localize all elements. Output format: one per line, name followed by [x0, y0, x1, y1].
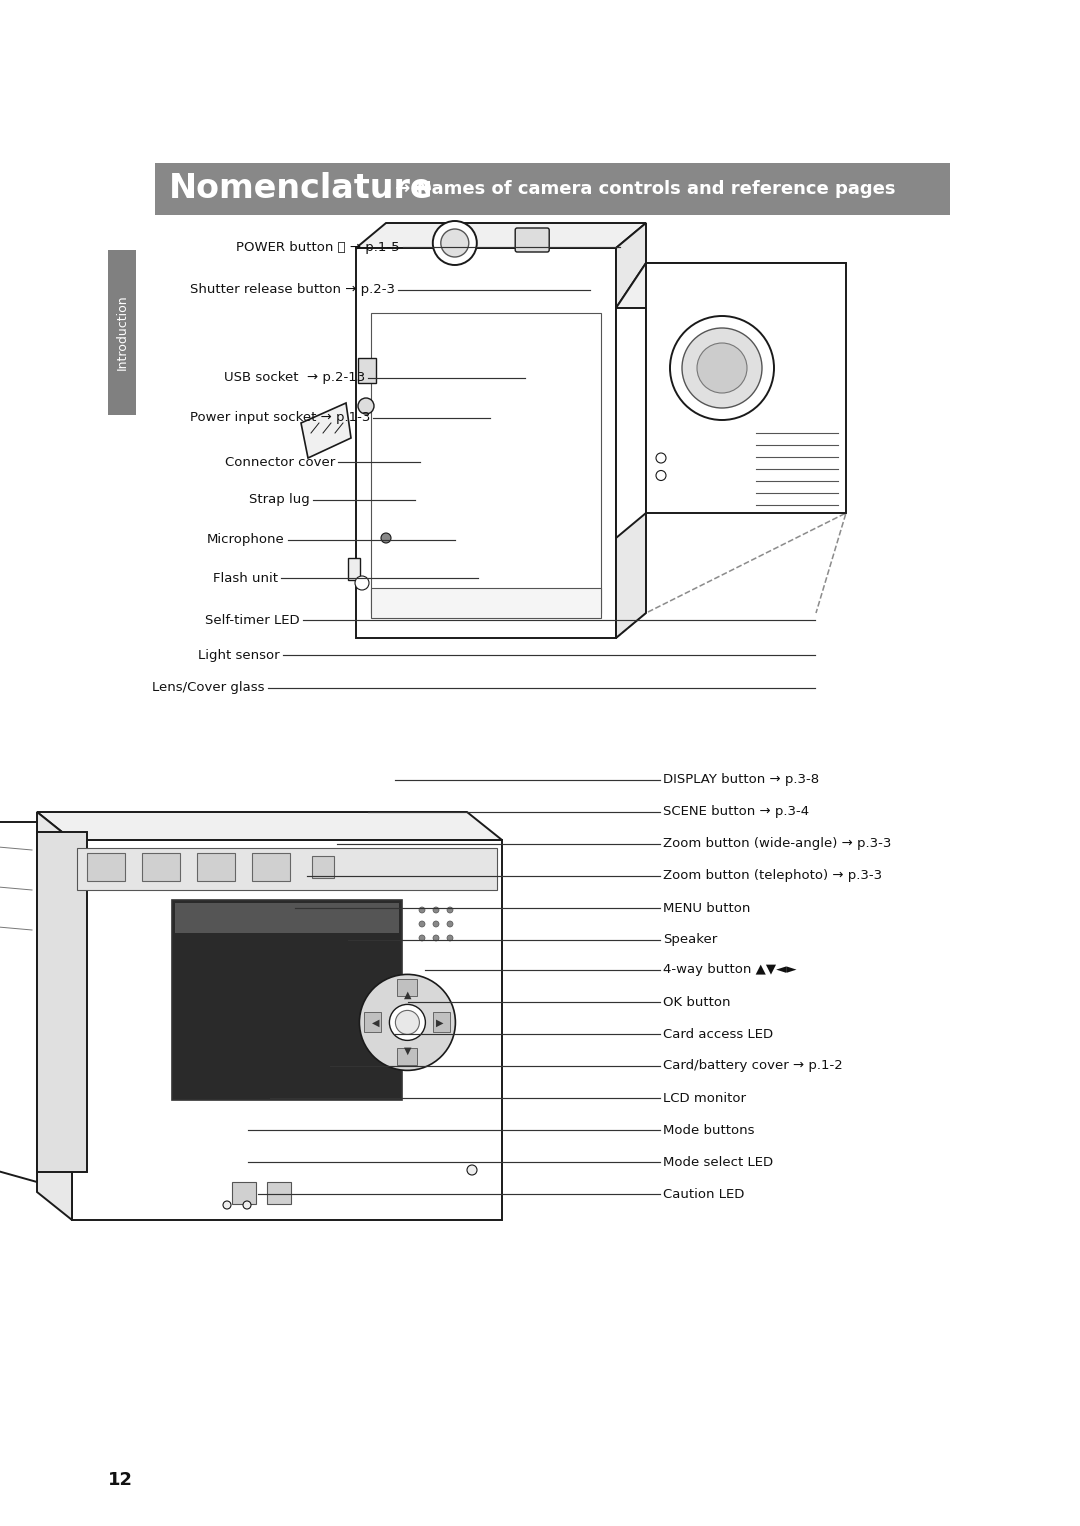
Text: → Names of camera controls and reference pages: → Names of camera controls and reference…: [389, 180, 895, 198]
Text: MENU button: MENU button: [663, 902, 751, 914]
Polygon shape: [433, 1012, 450, 1033]
Text: ▶: ▶: [435, 1018, 443, 1027]
Text: Shutter release button → p.2-3: Shutter release button → p.2-3: [190, 284, 395, 296]
Text: Flash unit: Flash unit: [213, 572, 278, 584]
Circle shape: [447, 906, 453, 913]
Circle shape: [433, 935, 438, 942]
Circle shape: [467, 1164, 477, 1175]
Text: Microphone: Microphone: [207, 534, 285, 546]
Polygon shape: [37, 812, 72, 1219]
Circle shape: [390, 1004, 426, 1041]
Text: Mode select LED: Mode select LED: [663, 1155, 773, 1169]
Polygon shape: [72, 839, 502, 1219]
Polygon shape: [37, 812, 502, 839]
Circle shape: [357, 398, 374, 414]
Text: ◀: ◀: [372, 1018, 379, 1027]
Bar: [175, 903, 399, 932]
Text: Card/battery cover → p.1-2: Card/battery cover → p.1-2: [663, 1059, 842, 1073]
FancyBboxPatch shape: [515, 227, 550, 252]
Bar: [312, 856, 334, 877]
Circle shape: [419, 935, 426, 942]
Circle shape: [243, 1201, 251, 1209]
Text: USB socket  → p.2-13: USB socket → p.2-13: [224, 371, 365, 385]
Bar: [172, 900, 402, 1100]
Polygon shape: [397, 1048, 417, 1065]
Circle shape: [433, 922, 438, 926]
Bar: [232, 1183, 256, 1204]
Circle shape: [681, 328, 762, 407]
Text: Mode buttons: Mode buttons: [663, 1123, 755, 1137]
Bar: [77, 848, 497, 890]
Bar: [197, 853, 235, 881]
Polygon shape: [646, 262, 846, 513]
Text: Caution LED: Caution LED: [663, 1187, 744, 1201]
Text: Connector cover: Connector cover: [225, 455, 335, 468]
Bar: [252, 853, 291, 881]
Text: ▼: ▼: [404, 1045, 411, 1056]
Polygon shape: [397, 980, 417, 996]
Bar: [357, 359, 376, 383]
Polygon shape: [301, 403, 351, 458]
Circle shape: [441, 229, 469, 256]
Circle shape: [697, 343, 747, 394]
Text: Speaker: Speaker: [663, 934, 717, 946]
Circle shape: [656, 470, 666, 481]
Circle shape: [222, 1201, 231, 1209]
Text: Power input socket → p.1-3: Power input socket → p.1-3: [190, 412, 370, 424]
Circle shape: [360, 975, 456, 1070]
Text: Zoom button (wide-angle) → p.3-3: Zoom button (wide-angle) → p.3-3: [663, 838, 891, 850]
Circle shape: [419, 922, 426, 926]
Circle shape: [447, 935, 453, 942]
Text: Introduction: Introduction: [116, 295, 129, 371]
Bar: [372, 588, 600, 618]
Polygon shape: [616, 223, 646, 638]
Text: 12: 12: [108, 1471, 133, 1489]
Circle shape: [447, 922, 453, 926]
Circle shape: [419, 906, 426, 913]
Polygon shape: [356, 249, 616, 638]
Text: ▲: ▲: [404, 989, 411, 1000]
Polygon shape: [364, 1012, 381, 1033]
Text: Strap lug: Strap lug: [249, 493, 310, 507]
Text: Nomenclature: Nomenclature: [168, 172, 433, 206]
Circle shape: [670, 316, 774, 420]
Text: SCENE button → p.3-4: SCENE button → p.3-4: [663, 806, 809, 818]
Circle shape: [433, 906, 438, 913]
Polygon shape: [616, 262, 846, 308]
Bar: [348, 559, 360, 580]
Text: 4-way button ▲▼◄►: 4-way button ▲▼◄►: [663, 963, 797, 977]
Circle shape: [395, 1010, 419, 1035]
Polygon shape: [37, 832, 87, 1172]
Bar: [141, 853, 180, 881]
Text: Card access LED: Card access LED: [663, 1027, 773, 1041]
Text: Self-timer LED: Self-timer LED: [205, 613, 300, 627]
Polygon shape: [616, 262, 646, 539]
Text: OK button: OK button: [663, 995, 730, 1009]
Circle shape: [433, 221, 476, 266]
Circle shape: [656, 453, 666, 462]
Text: Zoom button (telephoto) → p.3-3: Zoom button (telephoto) → p.3-3: [663, 870, 882, 882]
Polygon shape: [356, 223, 646, 249]
Bar: [372, 313, 600, 613]
Circle shape: [355, 575, 369, 591]
Text: LCD monitor: LCD monitor: [663, 1091, 746, 1105]
Circle shape: [381, 533, 391, 543]
Bar: [87, 853, 125, 881]
Polygon shape: [0, 823, 37, 1183]
Bar: [108, 250, 136, 415]
Bar: [267, 1183, 291, 1204]
Bar: [156, 163, 950, 215]
Text: POWER button ⒫ → p.1-5: POWER button ⒫ → p.1-5: [237, 241, 400, 253]
Text: Light sensor: Light sensor: [199, 649, 280, 661]
Text: DISPLAY button → p.3-8: DISPLAY button → p.3-8: [663, 774, 819, 786]
Text: Lens/Cover glass: Lens/Cover glass: [152, 682, 265, 694]
